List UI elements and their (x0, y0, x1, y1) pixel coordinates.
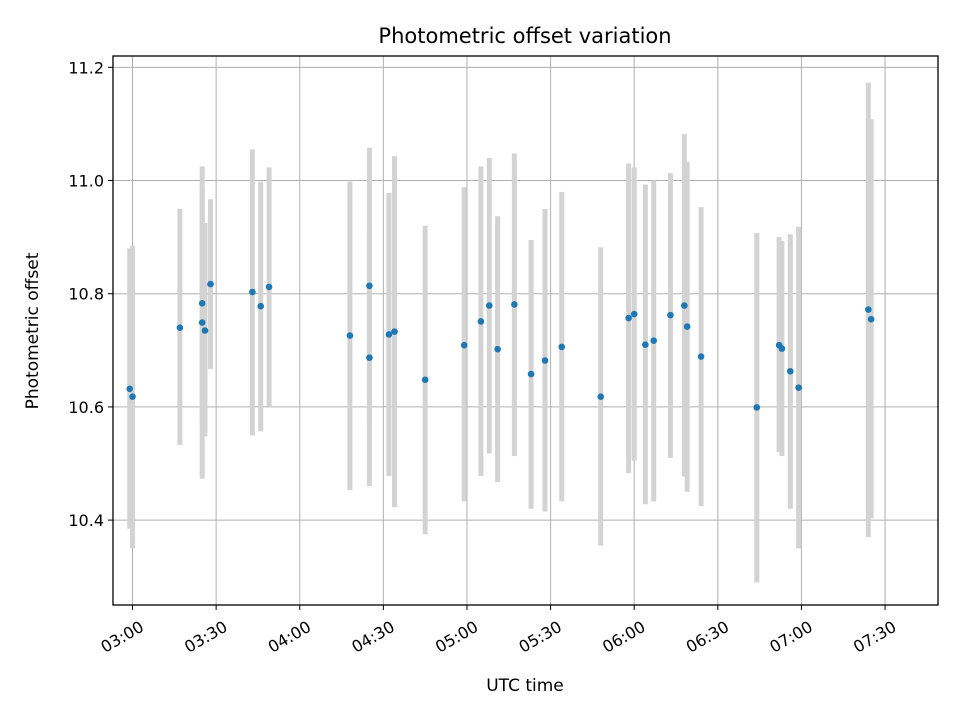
x-tick-label: 03:30 (181, 617, 230, 657)
y-axis-label: Photometric offset (23, 252, 43, 409)
data-point (460, 341, 468, 349)
data-point (795, 384, 802, 391)
y-tick-label: 11.0 (68, 172, 104, 191)
data-point (126, 385, 134, 393)
data-point (485, 302, 493, 309)
data-point (257, 302, 265, 310)
y-axis-ticks: 10.4 10.6 10.8 11.0 11.2 (68, 58, 113, 530)
x-tick-label: 07:30 (850, 617, 899, 657)
chart-title: Photometric offset variation (378, 24, 671, 48)
y-tick-label: 10.4 (68, 511, 104, 530)
data-point (366, 354, 373, 361)
data-point (207, 280, 214, 288)
data-point (421, 376, 429, 384)
data-points (126, 280, 875, 411)
error-bars (127, 82, 874, 583)
data-point (198, 300, 206, 307)
data-point (511, 301, 518, 308)
y-tick-label: 11.2 (68, 58, 104, 77)
data-point (198, 319, 206, 326)
data-point (786, 367, 794, 375)
data-point (753, 404, 761, 411)
data-point (265, 283, 273, 291)
data-point (494, 345, 501, 353)
data-point (558, 343, 566, 351)
data-point (650, 337, 658, 344)
data-point (346, 332, 354, 339)
grid-lines (113, 56, 938, 605)
data-point (697, 353, 705, 360)
data-point (391, 328, 398, 335)
x-tick-label: 04:30 (348, 617, 397, 657)
x-tick-label: 06:00 (599, 617, 648, 657)
data-point (630, 310, 638, 318)
data-point (778, 345, 786, 352)
data-point (683, 323, 691, 330)
data-point (176, 324, 184, 331)
data-point (625, 314, 632, 322)
x-tick-label: 03:00 (97, 617, 146, 657)
data-point (201, 327, 209, 334)
data-point (385, 331, 393, 338)
data-point (249, 288, 256, 296)
y-tick-label: 10.8 (68, 285, 104, 304)
x-tick-label: 04:00 (265, 617, 314, 657)
x-axis-ticks: 03:00 03:30 04:00 04:30 05:00 05:30 06:00 06:30… (97, 605, 899, 657)
x-axis-label: UTC time (486, 676, 564, 696)
x-tick-label: 05:00 (432, 617, 481, 657)
data-point (642, 341, 649, 348)
y-tick-label: 10.6 (68, 398, 104, 417)
data-point (477, 318, 485, 325)
plot-frame (112, 55, 939, 606)
data-point (527, 370, 535, 378)
data-point (366, 282, 373, 290)
x-tick-label: 07:00 (766, 617, 815, 657)
data-point (681, 302, 688, 309)
data-point (865, 306, 872, 313)
data-point (667, 311, 674, 319)
data-point (867, 315, 875, 323)
x-tick-label: 06:30 (683, 617, 732, 657)
x-tick-label: 05:30 (516, 617, 565, 657)
data-point (129, 393, 136, 401)
data-point (541, 357, 549, 364)
data-point (597, 393, 605, 401)
